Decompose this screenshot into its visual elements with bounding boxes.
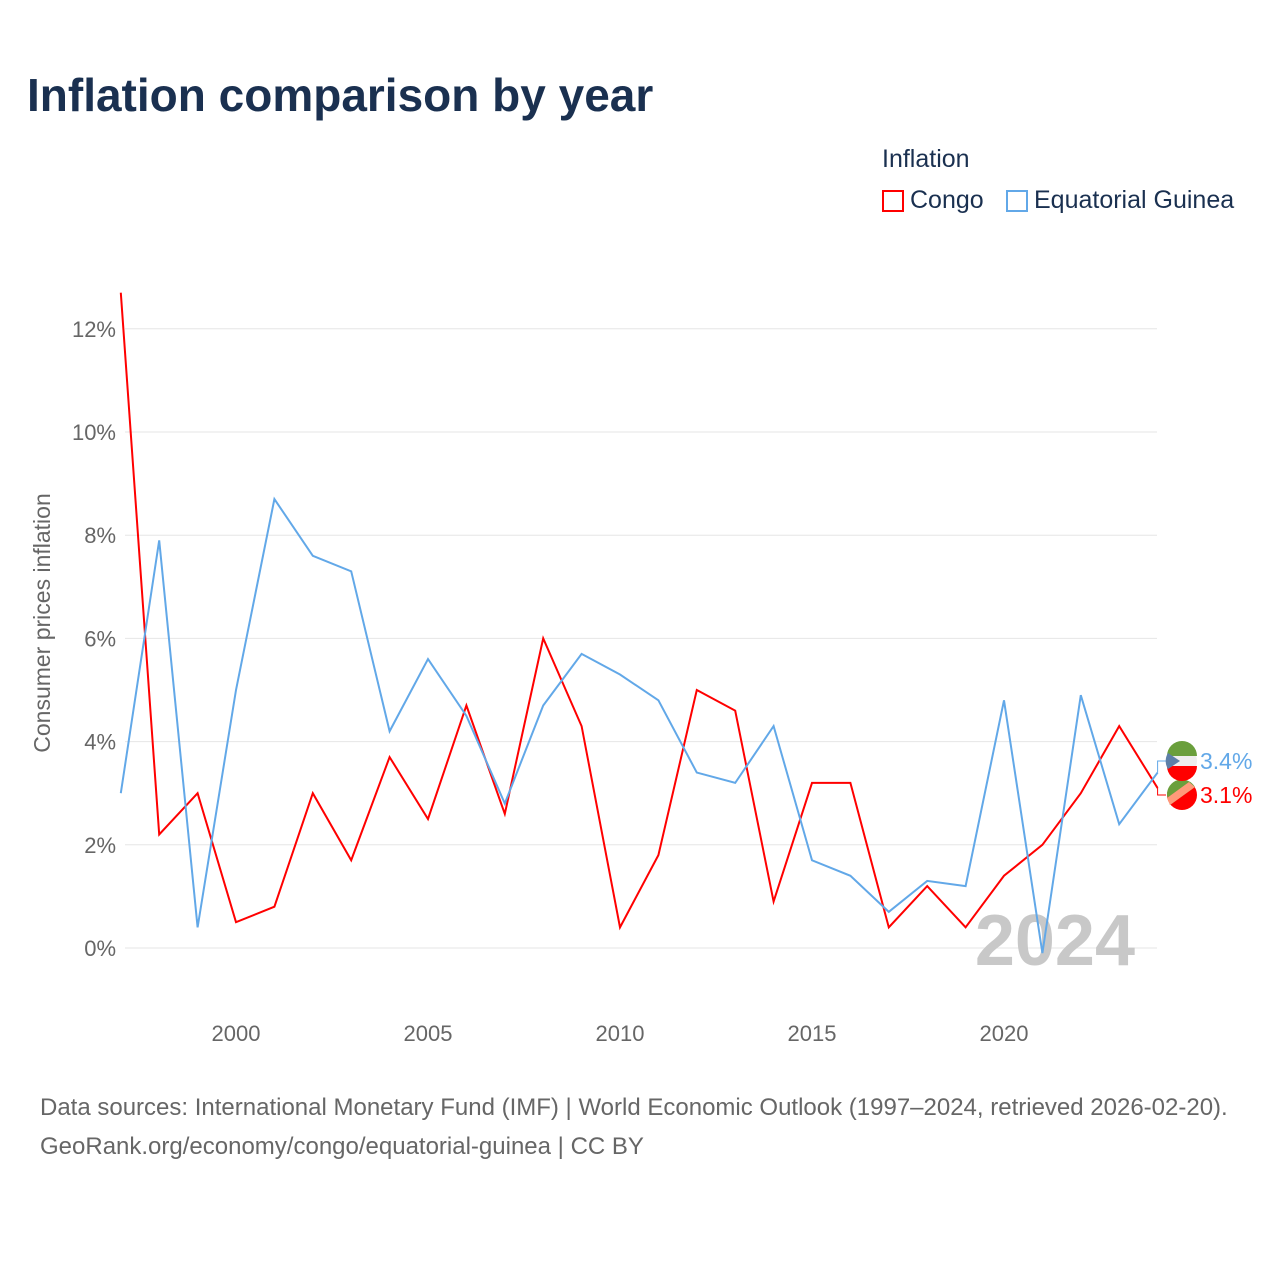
x-tick-label: 2020	[980, 1021, 1029, 1046]
legend-label: Equatorial Guinea	[1034, 186, 1235, 214]
end-connector	[1157, 788, 1166, 796]
y-axis-label: Consumer prices inflation	[29, 493, 55, 753]
flag-icon-part	[1165, 753, 1180, 769]
series-line-equatorial-guinea	[119, 496, 1159, 954]
flag-icon-part	[1167, 766, 1197, 781]
year-watermark: 2024	[975, 901, 1135, 981]
legend-swatch	[882, 189, 904, 212]
footer: Data sources: International Monetary Fun…	[40, 1088, 1250, 1166]
y-tick-label: 10%	[72, 420, 116, 445]
flag-icon-part	[1167, 741, 1197, 756]
end-connector	[1157, 760, 1166, 773]
legend-title: Inflation	[882, 145, 970, 173]
chart-title: Inflation comparison by year	[27, 69, 654, 121]
footer-link[interactable]: GeoRank.org/economy/congo/equatorial-gui…	[40, 1133, 644, 1160]
end-value-label: 3.4%	[1200, 748, 1252, 774]
end-value-label: 3.1%	[1200, 782, 1252, 808]
flag-icon-part	[1167, 782, 1195, 805]
legend-label: Congo	[910, 186, 984, 214]
footer-sources: Data sources: International Monetary Fun…	[40, 1094, 1228, 1121]
legend-congo[interactable]: Congo	[882, 186, 984, 215]
x-tick-label: 2005	[404, 1021, 453, 1046]
legend-swatch	[1006, 189, 1028, 212]
x-tick-label: 2010	[596, 1021, 645, 1046]
series-line-congo	[119, 292, 1159, 931]
y-tick-label: 4%	[84, 730, 116, 755]
y-tick-label: 0%	[84, 936, 116, 961]
y-tick-label: 8%	[84, 523, 116, 548]
x-tick-label: 2015	[788, 1021, 837, 1046]
y-tick-label: 2%	[84, 833, 116, 858]
x-tick-label: 2000	[212, 1021, 261, 1046]
y-tick-label: 6%	[84, 626, 116, 651]
y-tick-label: 12%	[72, 317, 116, 342]
legend-equatorial-guinea[interactable]: Equatorial Guinea	[1006, 186, 1234, 215]
